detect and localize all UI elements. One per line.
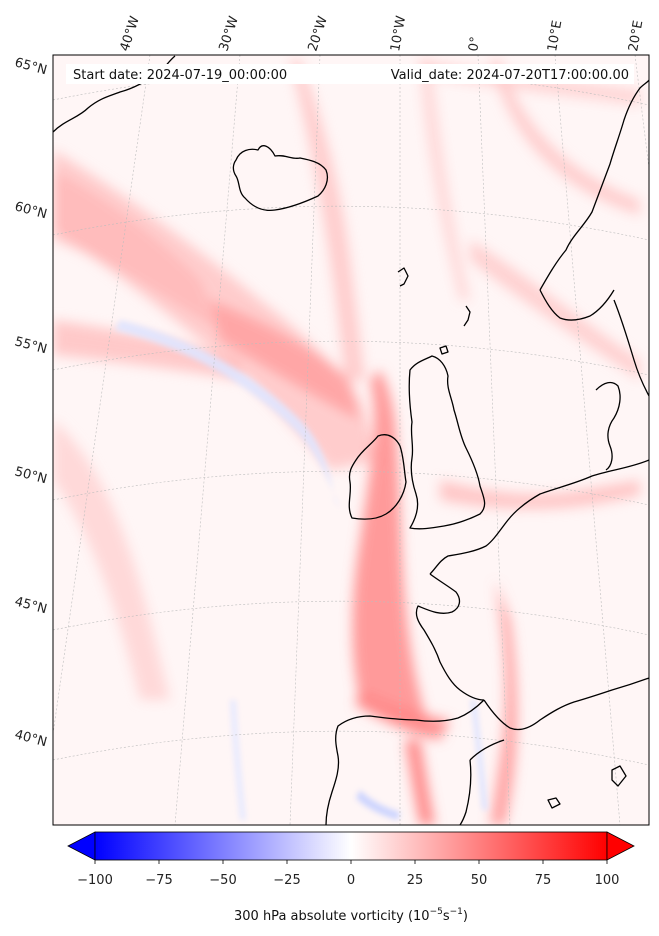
meridian-20w [289, 55, 321, 825]
faroe-coast [397, 267, 409, 287]
lat-label-60n: 60°N [13, 199, 49, 222]
france-atlantic-coast [415, 573, 485, 701]
meridian-30w [174, 55, 241, 825]
iberia-west-coast [325, 699, 485, 825]
colorbar-tick-label: 75 [535, 873, 552, 888]
parallel-55n [53, 340, 649, 376]
parallel-60n [53, 205, 649, 241]
ebro-coast [469, 739, 505, 761]
lon-label-30w: 30°W [217, 14, 242, 53]
norway-coast [539, 79, 649, 291]
orkney-coast [439, 345, 449, 355]
colorbar-tick-label: −50 [209, 873, 236, 888]
colorbar-tick-label: 100 [595, 873, 620, 888]
lon-label-0: 0° [466, 36, 483, 53]
meridian-10e [554, 55, 621, 825]
map-frame [52, 54, 650, 826]
colorbar-tick-label: −100 [77, 873, 113, 888]
colorbar-tick-label: 25 [407, 873, 424, 888]
meridian-40w [53, 55, 151, 737]
mediterranean-north-coast [483, 677, 649, 731]
vorticity-field: Start date: 2024-07-19_00:00:00 Valid_da… [53, 55, 649, 825]
ireland-coast [348, 434, 407, 520]
north-sea-coast [429, 459, 649, 575]
parallel-45n [53, 600, 649, 636]
lat-label-55n: 55°N [13, 334, 49, 357]
lon-label-20w: 20°W [306, 14, 331, 53]
lat-label-45n: 45°N [13, 594, 49, 617]
denmark-coast [595, 381, 621, 471]
colorbar-title: 300 hPa absolute vorticity (10−5s−1) [234, 907, 468, 924]
parallel-40n [53, 730, 649, 766]
lon-label-40w: 40°W [118, 14, 143, 53]
iberia-east-coast [459, 759, 472, 825]
iceland-coast [232, 145, 329, 212]
colorbar: −100 −75 −50 −25 0 25 50 75 100 300 hPa absolute… [67, 831, 635, 924]
longitude-labels: 40°W 30°W 20°W 10°W 0° 10°E 20°E [118, 14, 647, 53]
header-band [66, 64, 634, 84]
corsica-coast [611, 765, 627, 787]
lon-label-10w: 10°W [388, 15, 409, 53]
colorbar-tick-label: −25 [273, 873, 300, 888]
lon-label-20e: 20°E [626, 19, 646, 52]
balearic-islands-coast [547, 797, 561, 809]
lon-label-10e: 10°E [545, 19, 565, 52]
valid-date-label: Valid_date: 2024-07-20T17:00:00.00 [391, 68, 629, 83]
colorbar-max-extend [606, 831, 635, 861]
positive-vorticity-regions [53, 60, 640, 700]
colorbar-gradient [94, 831, 608, 861]
start-date-label: Start date: 2024-07-19_00:00:00 [73, 68, 287, 83]
colorbar-min-extend [67, 831, 96, 861]
negative-vorticity-streaks [115, 320, 488, 820]
coastlines [53, 55, 649, 825]
colorbar-tick-label: 0 [347, 873, 355, 888]
colorbar-tick-label: 50 [471, 873, 488, 888]
parallel-50n [53, 470, 649, 506]
great-britain-coast [408, 355, 486, 530]
lat-label-40n: 40°N [13, 727, 49, 750]
meridian-0 [477, 55, 511, 825]
lat-label-50n: 50°N [13, 464, 49, 487]
latitude-labels: 65°N 60°N 55°N 50°N 45°N 40°N [13, 55, 49, 750]
colorbar-ticks: −100 −75 −50 −25 0 25 50 75 100 [77, 860, 619, 888]
norway-south-coast [539, 289, 615, 321]
lat-label-65n: 65°N [13, 55, 49, 78]
sweden-coast [613, 299, 649, 397]
shetland-coast [463, 305, 471, 327]
colorbar-tick-label: −75 [145, 873, 172, 888]
